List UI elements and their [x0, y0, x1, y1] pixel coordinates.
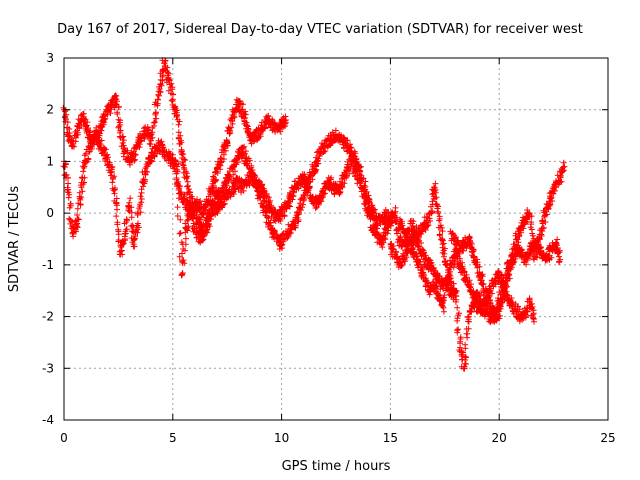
x-tick-label: 10 — [274, 431, 289, 445]
axis-ticks: 0 5 10 15 20 25 -4 -3 -2 -1 0 1 2 3 — [42, 51, 616, 445]
x-tick-label: 0 — [60, 431, 68, 445]
series-track-e — [447, 159, 568, 324]
series-trace-track-d — [387, 180, 563, 372]
series-trace-track-b — [60, 127, 394, 279]
y-tick-label: -1 — [42, 258, 54, 272]
chart-title: Day 167 of 2017, Sidereal Day-to-day VTE… — [57, 22, 583, 37]
y-tick-label: 3 — [46, 51, 54, 65]
y-tick-label: 1 — [46, 154, 54, 168]
series-track-b — [60, 127, 394, 279]
grid — [64, 58, 608, 420]
series-trace-track-a — [60, 57, 289, 221]
y-tick-label: -3 — [42, 361, 54, 375]
y-tick-label: -4 — [42, 413, 54, 427]
series-track-f — [395, 216, 538, 325]
x-tick-label: 5 — [169, 431, 177, 445]
series-track-d — [387, 180, 564, 372]
x-axis-label: GPS time / hours — [282, 459, 391, 474]
x-tick-label: 25 — [600, 431, 615, 445]
y-tick-label: 0 — [46, 206, 54, 220]
series-trace-track-c — [173, 155, 459, 303]
y-tick-label: 2 — [46, 103, 54, 117]
y-axis-label: SDTVAR / TECUs — [7, 186, 22, 293]
series-track-c — [173, 155, 459, 303]
series-trace-track-f — [395, 216, 537, 325]
plot-area — [60, 57, 568, 372]
x-tick-label: 15 — [383, 431, 398, 445]
y-tick-label: -2 — [42, 310, 54, 324]
plot-frame — [63, 57, 609, 421]
x-tick-label: 20 — [492, 431, 507, 445]
